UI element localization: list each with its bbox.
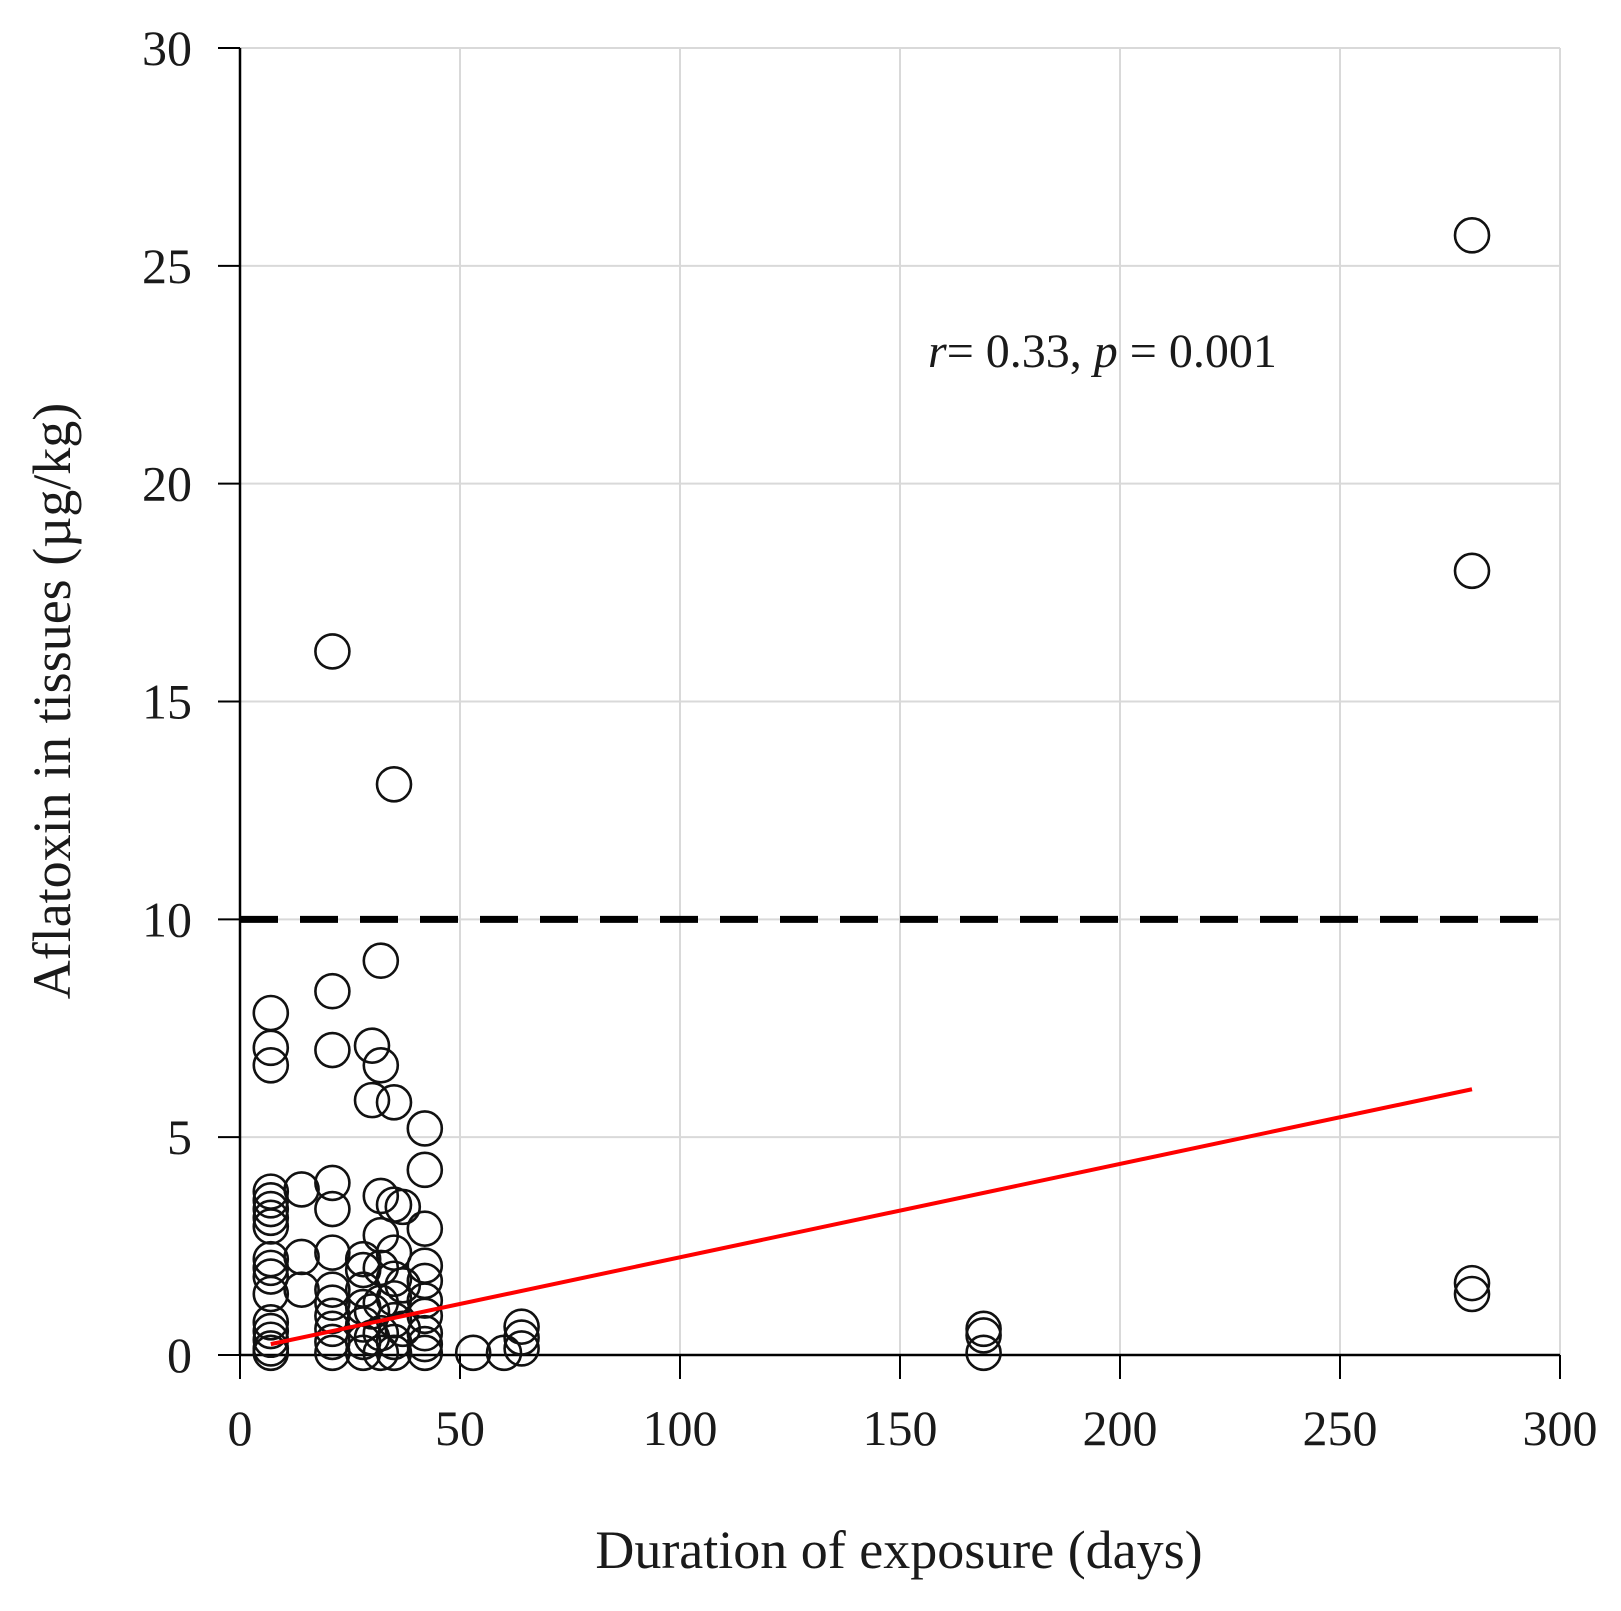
data-point xyxy=(283,1171,320,1208)
data-point xyxy=(283,1271,320,1308)
data-point xyxy=(362,942,400,980)
data-point xyxy=(353,1027,391,1064)
data-point xyxy=(406,1325,444,1363)
data-point xyxy=(252,1275,290,1313)
data-point xyxy=(314,1284,351,1322)
y-tick-label: 15 xyxy=(142,674,192,730)
data-points xyxy=(252,217,1491,1372)
data-point xyxy=(252,1249,290,1287)
axes xyxy=(218,47,1561,1379)
data-point xyxy=(314,1271,351,1308)
data-point xyxy=(283,1238,320,1276)
x-tick-label: 50 xyxy=(435,1400,485,1456)
x-tick-label: 100 xyxy=(643,1400,718,1456)
regression-line-group xyxy=(270,1087,1473,1347)
data-point xyxy=(353,1081,391,1119)
data-point xyxy=(362,1314,400,1352)
annotation-p-symbol: p xyxy=(1091,325,1118,378)
annotation-r-symbol: r xyxy=(928,325,947,378)
y-tick-label: 0 xyxy=(167,1327,192,1383)
data-point xyxy=(314,1031,351,1069)
tick-labels: 0 50 100 150 200 250 300 0 5 10 15 20 25 30 xyxy=(142,20,1598,1456)
data-point xyxy=(314,972,351,1010)
data-point xyxy=(406,1151,444,1189)
data-point xyxy=(406,1282,444,1319)
data-point xyxy=(353,1293,391,1330)
grid-lines xyxy=(240,47,1561,1355)
data-point xyxy=(375,765,413,803)
y-tick-label: 30 xyxy=(142,20,192,76)
data-point xyxy=(362,1334,400,1372)
data-point xyxy=(384,1188,422,1226)
data-point xyxy=(375,1260,413,1298)
data-point xyxy=(406,1110,444,1147)
data-point xyxy=(252,1312,290,1350)
correlation-annotation: r= 0.33, p = 0.001 xyxy=(928,325,1277,378)
data-point xyxy=(1453,1264,1491,1302)
data-point xyxy=(375,1084,413,1121)
data-point xyxy=(503,1319,540,1356)
data-point xyxy=(314,633,351,670)
data-point xyxy=(406,1334,444,1372)
data-point xyxy=(252,1208,290,1245)
data-point xyxy=(252,994,290,1032)
data-point xyxy=(314,1164,351,1202)
y-tick-label: 10 xyxy=(142,891,192,947)
data-point xyxy=(252,1304,290,1341)
y-tick-label: 5 xyxy=(167,1109,192,1165)
data-point xyxy=(362,1177,400,1215)
data-point xyxy=(252,1199,290,1237)
data-point xyxy=(406,1247,444,1284)
annotation-r-value: = 0.33, xyxy=(947,325,1094,378)
regression-line xyxy=(270,1087,1473,1347)
x-tick-label: 300 xyxy=(1523,1400,1598,1456)
data-point xyxy=(344,1240,382,1278)
data-point xyxy=(252,1258,290,1295)
data-point xyxy=(503,1330,540,1367)
data-point xyxy=(252,1334,290,1372)
y-tick-label: 20 xyxy=(142,456,192,512)
data-point xyxy=(406,1262,444,1300)
data-point xyxy=(965,1317,1002,1354)
data-point xyxy=(503,1308,540,1345)
data-point xyxy=(252,1046,290,1084)
x-tick-label: 250 xyxy=(1303,1400,1378,1456)
data-point xyxy=(965,1334,1002,1372)
data-point xyxy=(252,1190,290,1228)
data-point xyxy=(314,1234,351,1271)
x-axis-title: Duration of exposure (days) xyxy=(595,1520,1202,1580)
data-point xyxy=(314,1190,351,1228)
data-point xyxy=(454,1334,492,1372)
data-point xyxy=(252,1029,290,1067)
data-point xyxy=(1453,217,1491,254)
x-tick-label: 150 xyxy=(863,1400,938,1456)
y-tick-label: 25 xyxy=(142,238,192,294)
data-point xyxy=(406,1210,444,1247)
annotation-p-value: = 0.001 xyxy=(1118,325,1277,378)
x-tick-label: 0 xyxy=(228,1400,253,1456)
data-point xyxy=(1453,552,1491,590)
data-point xyxy=(362,1046,400,1084)
data-point xyxy=(406,1314,444,1352)
y-axis-title: Aflatoxin in tissues (µg/kg) xyxy=(22,403,82,1000)
x-tick-label: 200 xyxy=(1083,1400,1158,1456)
data-point xyxy=(1453,1275,1491,1313)
